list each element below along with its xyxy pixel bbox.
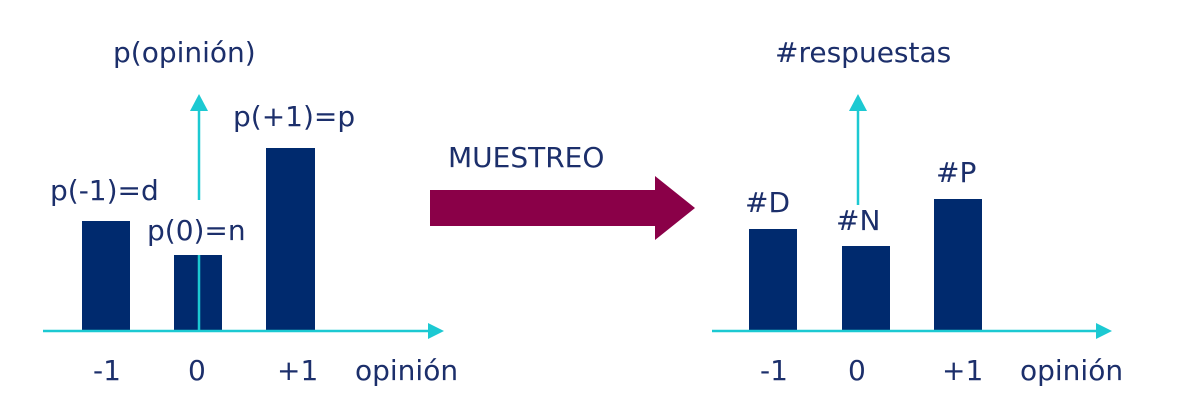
bar-minus1-count [749, 229, 797, 331]
left-panel: p(opinión) p(-1)=d p(0)=n p(+1)=p -1 0 +… [43, 36, 458, 387]
bar-label-D: #D [745, 186, 790, 219]
tick-plus1: +1 [277, 354, 318, 387]
arrow-shape [430, 176, 695, 240]
tick-0: 0 [848, 354, 866, 387]
bar-minus1 [82, 221, 130, 331]
x-axis-label: opinión [355, 354, 458, 387]
bar-label-0: p(0)=n [147, 214, 246, 247]
x-axis-arrowhead [428, 323, 444, 339]
x-axis-label: opinión [1020, 354, 1123, 387]
right-panel: #respuestas #D #N #P -1 0 +1 opinión [712, 36, 1123, 387]
x-axis-arrowhead [1096, 323, 1112, 339]
y-axis-label: #respuestas [775, 36, 951, 69]
tick-plus1: +1 [942, 354, 983, 387]
bar-0-count [842, 246, 890, 331]
y-axis-arrowhead [849, 94, 867, 111]
y-axis-label: p(opinión) [113, 36, 256, 69]
tick-minus1: -1 [760, 354, 788, 387]
y-axis-arrowhead [190, 94, 208, 111]
bar-label-minus1: p(-1)=d [50, 174, 159, 207]
bar-label-plus1: p(+1)=p [233, 100, 355, 133]
bar-plus1-count [934, 199, 982, 331]
bar-label-N: #N [836, 204, 880, 237]
bar-label-P: #P [936, 156, 976, 189]
tick-0: 0 [188, 354, 206, 387]
bar-plus1 [266, 148, 315, 331]
arrow-label: MUESTREO [448, 141, 604, 174]
sampling-arrow: MUESTREO [430, 141, 695, 240]
tick-minus1: -1 [93, 354, 121, 387]
